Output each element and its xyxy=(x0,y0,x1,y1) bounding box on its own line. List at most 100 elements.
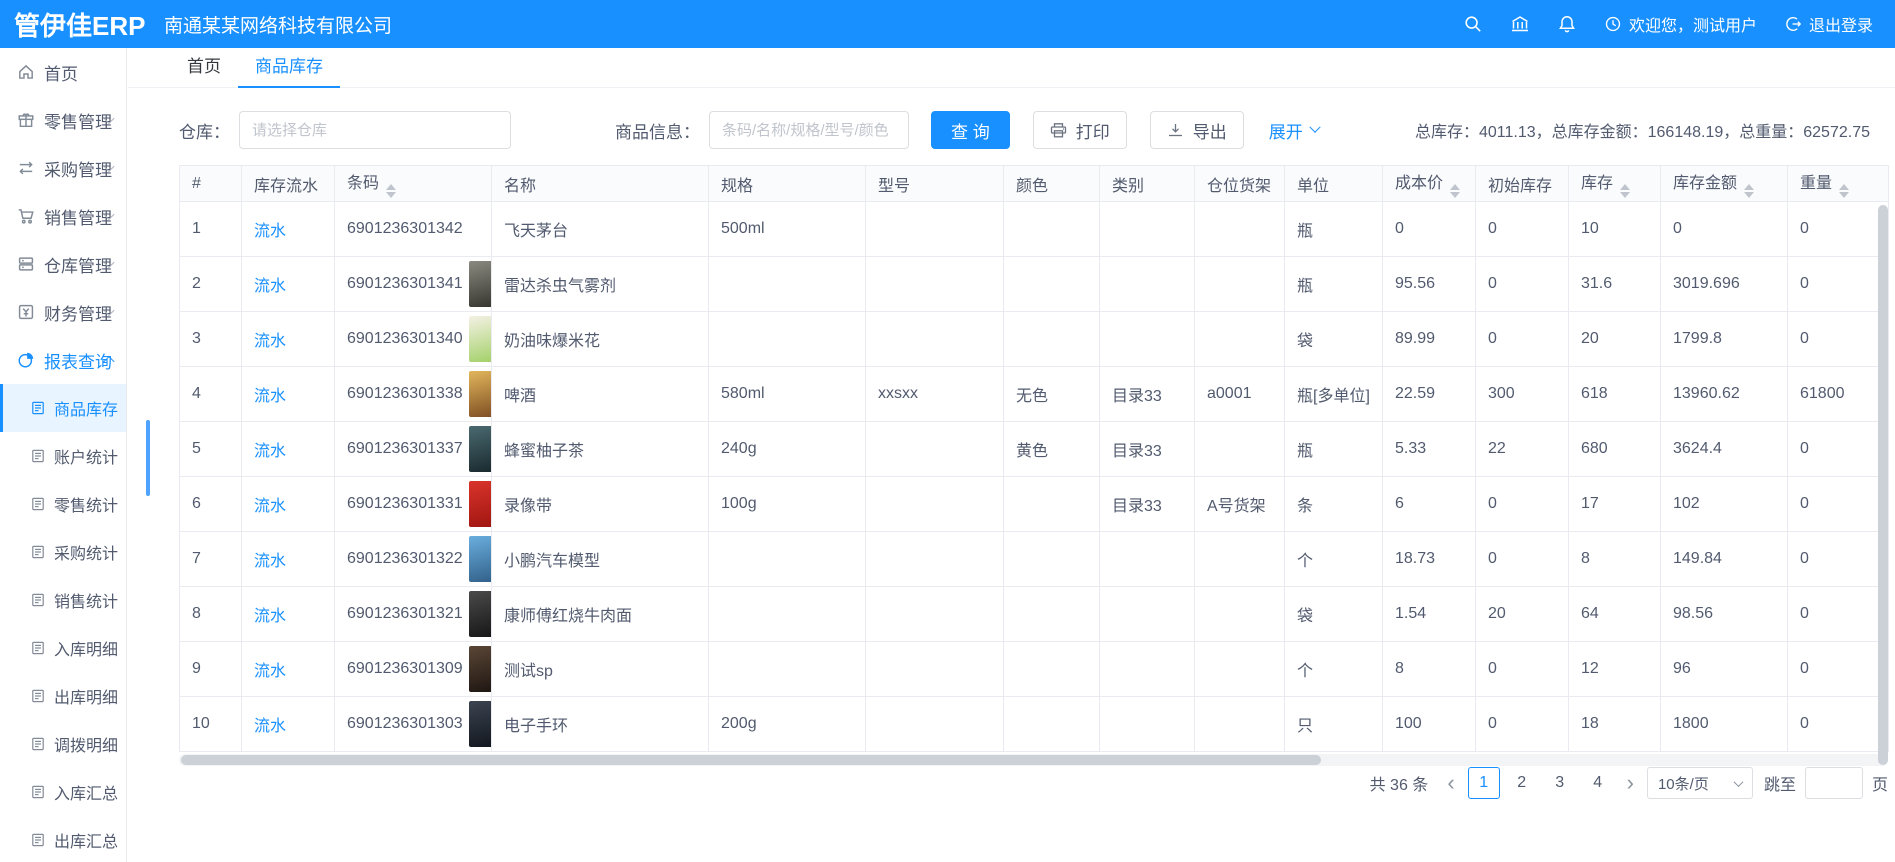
col-header-amount[interactable]: 库存金额 xyxy=(1660,165,1788,202)
sidebar-item-goods-stock[interactable]: 商品库存 xyxy=(0,384,126,432)
col-header-barcode[interactable]: 条码 xyxy=(334,165,492,202)
cell-barcode: 6901236301321 xyxy=(334,586,492,642)
page-button-2[interactable]: 2 xyxy=(1517,774,1527,791)
sidebar-item-retail[interactable]: 零售管理 xyxy=(0,96,126,144)
product-thumbnail[interactable] xyxy=(468,371,491,417)
page-jump-input[interactable] xyxy=(1804,767,1863,799)
product-thumbnail[interactable] xyxy=(468,536,491,582)
cell-color xyxy=(1003,586,1100,642)
product-thumbnail[interactable] xyxy=(468,701,491,747)
next-page-icon[interactable]: › xyxy=(1626,770,1634,795)
stock-flow-link[interactable]: 流水 xyxy=(254,388,287,405)
sidebar-item-label: 财务管理 xyxy=(44,304,112,324)
jump-suffix: 页 xyxy=(1871,777,1888,794)
print-button[interactable]: 打印 xyxy=(1032,111,1127,149)
cell-flow: 流水 xyxy=(241,256,335,312)
sort-carets[interactable] xyxy=(386,184,397,198)
doc-icon xyxy=(30,688,46,704)
doc-icon xyxy=(30,496,46,512)
sidebar-item-retail-stats[interactable]: 零售统计 xyxy=(0,480,126,528)
product-thumbnail[interactable] xyxy=(468,316,491,362)
sidebar-item-warehouse[interactable]: 仓库管理 xyxy=(0,240,126,288)
cell-flow: 流水 xyxy=(241,311,335,367)
side-scroll-indicator[interactable] xyxy=(146,420,150,496)
export-button[interactable]: 导出 xyxy=(1149,111,1244,149)
sidebar-item-sales[interactable]: 销售管理 xyxy=(0,192,126,240)
stock-flow-link[interactable]: 流水 xyxy=(254,223,287,240)
search-icon[interactable] xyxy=(1463,14,1483,34)
col-header-name: 名称 xyxy=(491,165,709,202)
stock-flow-link[interactable]: 流水 xyxy=(254,608,287,625)
page-button-3[interactable]: 3 xyxy=(1555,774,1565,791)
horizontal-scrollbar-thumb[interactable] xyxy=(181,755,1321,765)
cell-name: 小鹏汽车模型 xyxy=(491,531,709,587)
cell-model xyxy=(865,311,1004,367)
product-thumbnail[interactable] xyxy=(468,591,491,637)
col-header-cost[interactable]: 成本价 xyxy=(1382,165,1476,202)
tab-goods-stock[interactable]: 商品库存 xyxy=(238,48,340,88)
bell-icon[interactable] xyxy=(1557,14,1577,34)
sidebar-item-home[interactable]: 首页 xyxy=(0,48,126,96)
tab-home[interactable]: 首页 xyxy=(187,57,221,76)
sidebar-item-finance[interactable]: 财务管理 xyxy=(0,288,126,336)
expand-link[interactable]: 展开 xyxy=(1269,118,1321,143)
product-thumbnail[interactable] xyxy=(468,481,491,527)
sidebar-item-label: 采购统计 xyxy=(54,546,119,563)
prev-page-icon[interactable]: ‹ xyxy=(1447,770,1455,795)
sidebar-item-outbound-detail[interactable]: 出库明细 xyxy=(0,672,126,720)
sidebar-menu: 首页零售管理采购管理销售管理仓库管理财务管理报表查询 商品库存 账户统计 零售统计采购… xyxy=(0,48,126,862)
sort-carets[interactable] xyxy=(1744,184,1755,198)
stock-flow-link[interactable]: 流水 xyxy=(254,663,287,680)
col-header-stock[interactable]: 库存 xyxy=(1568,165,1661,202)
cell-category xyxy=(1099,641,1195,697)
stock-flow-link[interactable]: 流水 xyxy=(254,498,287,515)
sidebar-item-sales-stats[interactable]: 销售统计 xyxy=(0,576,126,624)
sidebar-item-purchase[interactable]: 采购管理 xyxy=(0,144,126,192)
sidebar-item-transfer-detail[interactable]: 调拨明细 xyxy=(0,720,126,768)
sort-carets[interactable] xyxy=(1450,184,1461,198)
cell-barcode: 6901236301340 xyxy=(334,311,492,367)
product-thumbnail[interactable] xyxy=(468,261,491,307)
vertical-scrollbar-thumb[interactable] xyxy=(1878,205,1888,765)
search-button[interactable]: 查 询 xyxy=(931,111,1010,149)
sidebar-item-inbound-detail[interactable]: 入库明细 xyxy=(0,624,126,672)
col-header-weight[interactable]: 重量 xyxy=(1787,165,1889,202)
sidebar-item-inbound-summary[interactable]: 入库汇总 xyxy=(0,768,126,816)
cell-flow: 流水 xyxy=(241,366,335,422)
stock-flow-link[interactable]: 流水 xyxy=(254,443,287,460)
sidebar-item-label: 零售管理 xyxy=(44,112,112,132)
printer-icon xyxy=(1050,122,1067,139)
page-button-4[interactable]: 4 xyxy=(1593,774,1603,791)
sidebar-item-outbound-summary[interactable]: 出库汇总 xyxy=(0,816,126,862)
sidebar-item-purchase-stats[interactable]: 采购统计 xyxy=(0,528,126,576)
sort-carets[interactable] xyxy=(1839,184,1850,198)
cell-idx: 9 xyxy=(179,641,242,697)
stock-flow-link[interactable]: 流水 xyxy=(254,553,287,570)
stock-flow-link[interactable]: 流水 xyxy=(254,278,287,295)
sort-carets[interactable] xyxy=(1620,184,1631,198)
sidebar-item-account-stats[interactable]: 账户统计 xyxy=(0,432,126,480)
cell-stock: 12 xyxy=(1568,641,1661,697)
pagination-total: 共 36 条 xyxy=(1369,777,1429,794)
cell-flow: 流水 xyxy=(241,641,335,697)
sidebar-item-reports[interactable]: 报表查询 xyxy=(0,336,126,384)
cell-stock: 18 xyxy=(1568,696,1661,752)
stock-flow-link[interactable]: 流水 xyxy=(254,333,287,350)
product-info-input[interactable] xyxy=(709,111,909,149)
product-thumbnail[interactable] xyxy=(468,426,491,472)
bank-icon[interactable] xyxy=(1510,14,1530,34)
page-size-select[interactable]: 10条/页 xyxy=(1646,767,1753,799)
page-button-1[interactable]: 1 xyxy=(1467,767,1500,799)
product-thumbnail[interactable] xyxy=(468,646,491,692)
col-header-category: 类别 xyxy=(1099,165,1195,202)
logout-button[interactable]: 退出登录 xyxy=(1784,12,1873,36)
warehouse-icon xyxy=(17,255,35,273)
cell-amount: 0 xyxy=(1660,201,1788,257)
top-header-bar: 管伊佳ERP 南通某某网络科技有限公司 欢迎您，测试用户 退出登录 xyxy=(0,0,1895,48)
sidebar-item-label: 销售管理 xyxy=(44,208,112,228)
warehouse-input[interactable] xyxy=(239,111,511,149)
cell-name: 电子手环 xyxy=(491,696,709,752)
stock-flow-link[interactable]: 流水 xyxy=(254,718,287,735)
